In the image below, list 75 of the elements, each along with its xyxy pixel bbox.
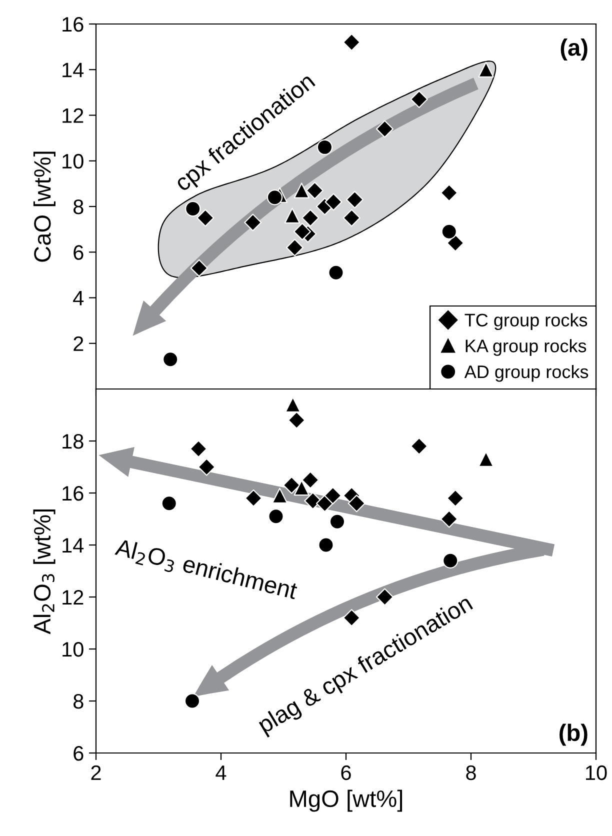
- point: [441, 224, 457, 240]
- point: [329, 514, 346, 530]
- point: [190, 440, 208, 458]
- y-axis-title: Al$_{2}$O$_{3}$ [wt%]: [33, 510, 56, 634]
- y-tick-label: 14: [62, 62, 84, 78]
- legend-label: KA group rocks: [466, 339, 586, 356]
- annotation: Al$_{2}$O$_{3}$ enrichment: [114, 538, 298, 604]
- y-tick-label: 4: [73, 290, 84, 306]
- point: [442, 552, 458, 568]
- point: [324, 193, 342, 211]
- point: [348, 494, 366, 512]
- y-tick-label: 12: [62, 590, 84, 605]
- y-tick-label: 8: [74, 200, 84, 214]
- point: [284, 208, 300, 224]
- point: [161, 496, 177, 512]
- y-axis-title: CaO [wt%]: [33, 152, 56, 262]
- point: [306, 182, 324, 200]
- point: [410, 90, 428, 108]
- point: [446, 234, 464, 252]
- point: [302, 209, 320, 227]
- y-tick-label: 2: [74, 336, 84, 351]
- point: [294, 480, 310, 496]
- y-tick-label: 6: [74, 746, 84, 761]
- x-tick-label: 2: [91, 765, 101, 780]
- y-tick-label: 8: [74, 694, 84, 709]
- y-tick-label: 14: [62, 538, 84, 553]
- point: [282, 476, 300, 494]
- point: [328, 264, 344, 280]
- point: [184, 693, 200, 709]
- y-tick-label: 10: [62, 642, 84, 657]
- point: [346, 190, 364, 208]
- point: [244, 214, 262, 232]
- point: [304, 492, 322, 510]
- point: [446, 489, 464, 507]
- point: [294, 182, 310, 198]
- point: [342, 33, 360, 52]
- point: [324, 486, 342, 504]
- annotation: (b): [560, 724, 588, 746]
- point: [198, 458, 216, 476]
- point: [185, 200, 201, 217]
- y-tick-label: 6: [74, 245, 84, 260]
- y-tick-label: 16: [62, 17, 84, 32]
- point: [293, 222, 312, 240]
- point: [244, 489, 262, 507]
- point: [162, 352, 178, 368]
- point: [285, 396, 301, 412]
- point: [376, 120, 394, 138]
- point: [266, 190, 283, 206]
- point: [318, 537, 334, 553]
- point: [316, 139, 333, 156]
- point: [440, 510, 458, 528]
- point: [478, 62, 494, 78]
- point: [342, 209, 360, 227]
- y-tick-label: 12: [62, 108, 84, 123]
- point: [190, 259, 208, 277]
- annotation: (a): [560, 38, 588, 61]
- x-tick-label: 8: [466, 765, 476, 780]
- y-tick-label: 16: [62, 486, 84, 501]
- x-tick-label: 10: [586, 765, 607, 780]
- point: [286, 238, 304, 256]
- point: [302, 471, 320, 489]
- y-tick-label: 10: [62, 154, 84, 169]
- y-tick-label: 18: [62, 434, 84, 449]
- point: [410, 437, 428, 455]
- point: [288, 411, 306, 429]
- legend-label: AD group rocks: [464, 364, 588, 382]
- x-tick-label: 6: [341, 765, 351, 780]
- point: [268, 508, 284, 524]
- point: [478, 451, 494, 468]
- legend-label: TC group rocks: [464, 313, 588, 330]
- x-axis-title: MgO [wt%]: [290, 790, 402, 812]
- point: [272, 488, 288, 504]
- point: [440, 184, 458, 202]
- x-tick-label: 4: [216, 766, 226, 780]
- point: [196, 209, 214, 227]
